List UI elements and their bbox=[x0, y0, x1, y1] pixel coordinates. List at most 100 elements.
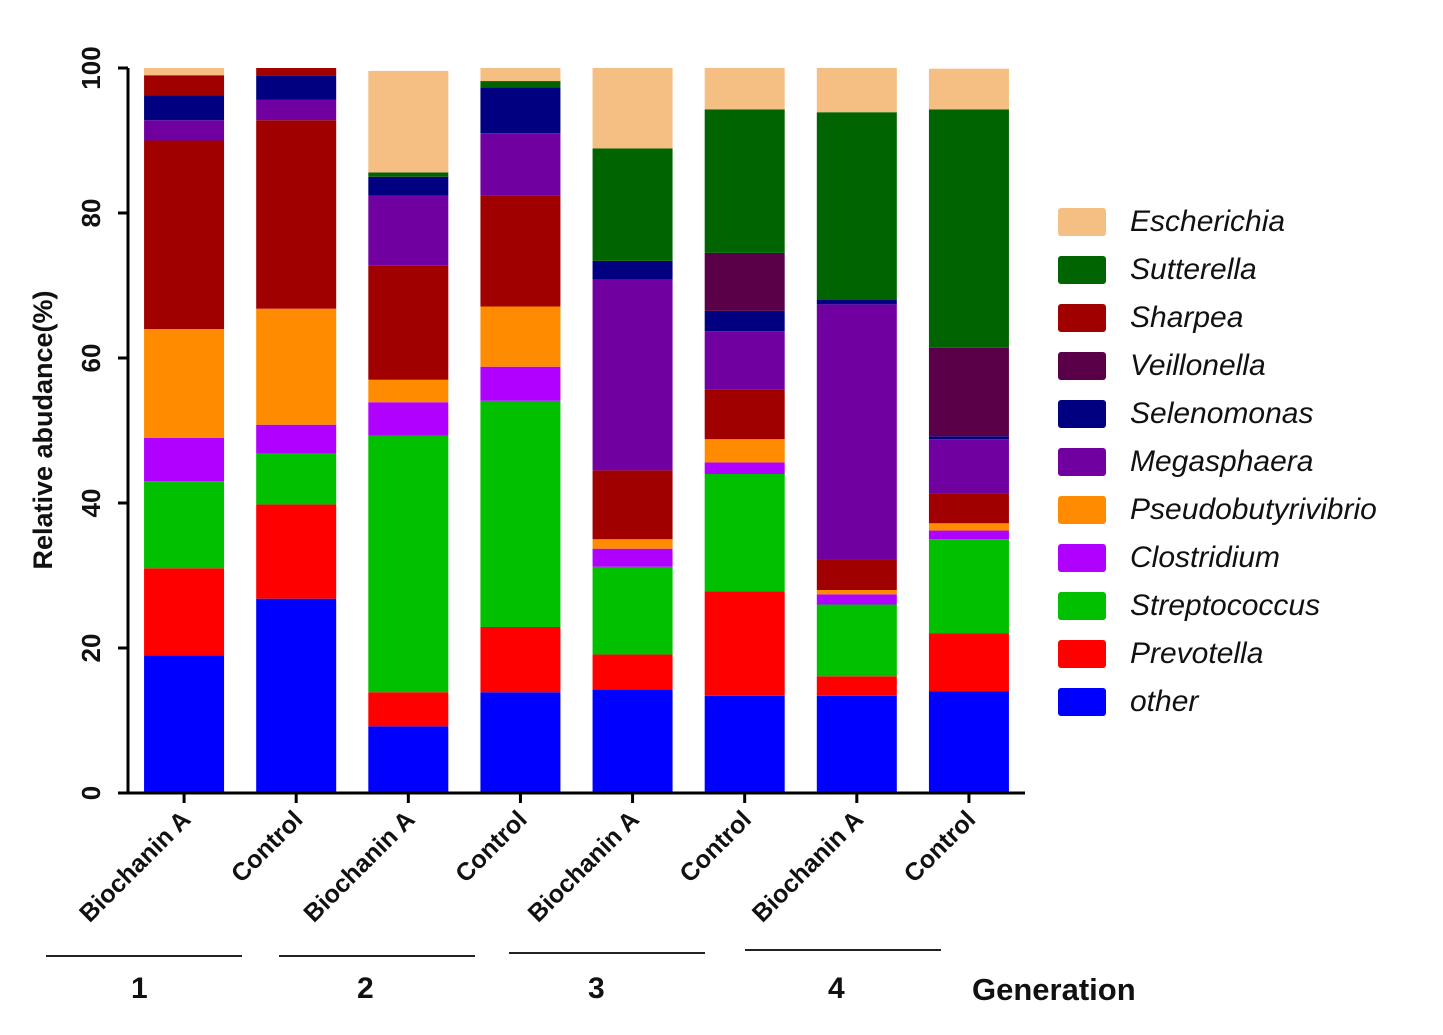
bar-segment bbox=[256, 424, 337, 454]
bar-segment bbox=[368, 195, 449, 266]
group-label: 2 bbox=[357, 972, 374, 1005]
bar-segment bbox=[816, 68, 897, 113]
legend-item: Sharpea bbox=[1058, 294, 1438, 342]
legend-swatch bbox=[1058, 448, 1106, 476]
bar-segment bbox=[144, 68, 225, 76]
bar-segment bbox=[816, 304, 897, 560]
legend-swatch bbox=[1058, 208, 1106, 236]
bar-segment bbox=[256, 453, 337, 505]
bar-segment bbox=[592, 539, 673, 549]
legend-item: Pseudobutyrivibrio bbox=[1058, 486, 1438, 534]
y-tick-label: 80 bbox=[76, 199, 106, 228]
bar-segment bbox=[480, 195, 561, 307]
bar-segment bbox=[928, 109, 1009, 348]
x-tick-label: Control bbox=[450, 805, 533, 888]
x-tick-label: Biochanin A bbox=[523, 805, 645, 927]
bar-segment bbox=[704, 310, 785, 332]
legend-label: Megasphaera bbox=[1130, 445, 1314, 478]
bar-segment bbox=[704, 331, 785, 390]
legend-label: Pseudobutyrivibrio bbox=[1130, 493, 1377, 526]
group-line bbox=[279, 955, 475, 957]
bar-segment bbox=[704, 695, 785, 793]
bar-segment bbox=[368, 692, 449, 727]
bar-segment bbox=[144, 95, 225, 121]
bar-segment bbox=[368, 435, 449, 693]
bar-segment bbox=[144, 329, 225, 438]
bar-segment bbox=[480, 87, 561, 134]
legend-label: Selenomonas bbox=[1130, 397, 1314, 430]
legend-swatch bbox=[1058, 544, 1106, 572]
bar-segment bbox=[592, 689, 673, 793]
bar-segment bbox=[928, 523, 1009, 531]
x-tick-label: Control bbox=[674, 805, 757, 888]
bar-segment bbox=[704, 68, 785, 110]
bar-segment bbox=[144, 655, 225, 793]
bar-segment bbox=[480, 626, 561, 693]
y-tick-label: 100 bbox=[76, 46, 106, 89]
bar-segment bbox=[592, 68, 673, 149]
bar-segment bbox=[144, 75, 225, 96]
legend-swatch bbox=[1058, 688, 1106, 716]
bar-segment bbox=[256, 504, 337, 599]
bar-segment bbox=[480, 68, 561, 82]
group-label: 3 bbox=[588, 972, 605, 1005]
bar-segment bbox=[928, 347, 1009, 437]
y-tick-label: 60 bbox=[76, 344, 106, 373]
bar-segment bbox=[256, 120, 337, 309]
x-tick-label: Control bbox=[899, 805, 982, 888]
bar-segment bbox=[816, 594, 897, 605]
bar-segment bbox=[368, 176, 449, 196]
bar-segment bbox=[704, 474, 785, 592]
bar-segment bbox=[368, 265, 449, 380]
y-tick-label: 0 bbox=[76, 786, 106, 800]
legend-label: Prevotella bbox=[1130, 637, 1264, 670]
bar-segment bbox=[928, 530, 1009, 540]
x-tick-label: Control bbox=[226, 805, 309, 888]
bar-segment bbox=[592, 260, 673, 280]
bar-segment bbox=[256, 598, 337, 793]
y-axis-label: Relative abudance(%) bbox=[28, 290, 58, 569]
legend: Escherichia Sutterella Sharpea Veillonel… bbox=[1058, 198, 1438, 726]
y-tick-label: 20 bbox=[76, 634, 106, 663]
group-axis-title: Generation bbox=[972, 972, 1136, 1007]
bar-segment bbox=[480, 306, 561, 367]
bar-segment bbox=[928, 539, 1009, 634]
bar-segment bbox=[368, 172, 449, 177]
bar-segment bbox=[704, 109, 785, 253]
bar-segment bbox=[928, 691, 1009, 793]
bar-segment bbox=[144, 481, 225, 569]
legend-item: other bbox=[1058, 678, 1438, 726]
bar-segment bbox=[480, 400, 561, 627]
bar-segment bbox=[480, 692, 561, 793]
bar-segment bbox=[368, 379, 449, 403]
bar-segment bbox=[592, 279, 673, 471]
bar-segment bbox=[592, 566, 673, 655]
bar-segment bbox=[816, 590, 897, 595]
legend-swatch bbox=[1058, 256, 1106, 284]
legend-item: Clostridium bbox=[1058, 534, 1438, 582]
bar-segment bbox=[704, 439, 785, 463]
legend-item: Veillonella bbox=[1058, 342, 1438, 390]
legend-item: Escherichia bbox=[1058, 198, 1438, 246]
group-line bbox=[509, 952, 705, 954]
bar-segment bbox=[928, 633, 1009, 692]
x-tick-label: Biochanin A bbox=[74, 805, 196, 927]
bar-segment bbox=[256, 99, 337, 121]
bar-segment bbox=[144, 568, 225, 656]
legend-swatch bbox=[1058, 400, 1106, 428]
bar-segment bbox=[144, 140, 225, 329]
legend-swatch bbox=[1058, 592, 1106, 620]
bar-segment bbox=[704, 252, 785, 311]
group-line bbox=[46, 955, 242, 957]
legend-swatch bbox=[1058, 304, 1106, 332]
bar-segment bbox=[368, 70, 449, 173]
legend-swatch bbox=[1058, 352, 1106, 380]
legend-swatch bbox=[1058, 640, 1106, 668]
bar-segment bbox=[816, 300, 897, 305]
bar-segment bbox=[704, 462, 785, 474]
bar-segment bbox=[256, 68, 337, 76]
bar-segment bbox=[816, 112, 897, 300]
bar-segment bbox=[592, 654, 673, 690]
bar-segment bbox=[928, 68, 1009, 110]
bar-segment bbox=[480, 366, 561, 401]
